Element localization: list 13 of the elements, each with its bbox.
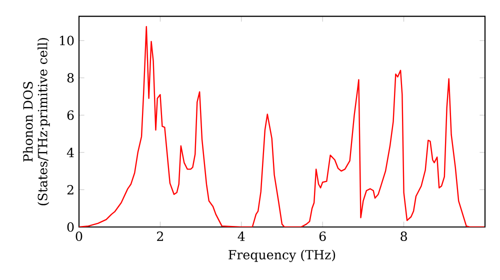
x-tick-label: 0 <box>76 231 82 242</box>
x-tick-label: 8 <box>400 231 407 242</box>
y-tick-label: 2 <box>67 185 74 194</box>
y-tick-label: 0 <box>67 222 74 232</box>
y-tick-label: 4 <box>66 148 74 158</box>
y-tick-label: 6 <box>67 110 74 120</box>
y-tick-label: 10 <box>60 36 74 46</box>
x-axis-title: Frequency (THz) <box>228 250 336 262</box>
y-tick-label: 8 <box>67 73 74 83</box>
x-tick-label: 6 <box>319 231 326 242</box>
x-tick-label: 4 <box>238 231 245 241</box>
x-tick-label: 2 <box>157 231 163 241</box>
y-axis-title: Phonon DOS (States/THz·primitive cell) <box>22 38 50 206</box>
